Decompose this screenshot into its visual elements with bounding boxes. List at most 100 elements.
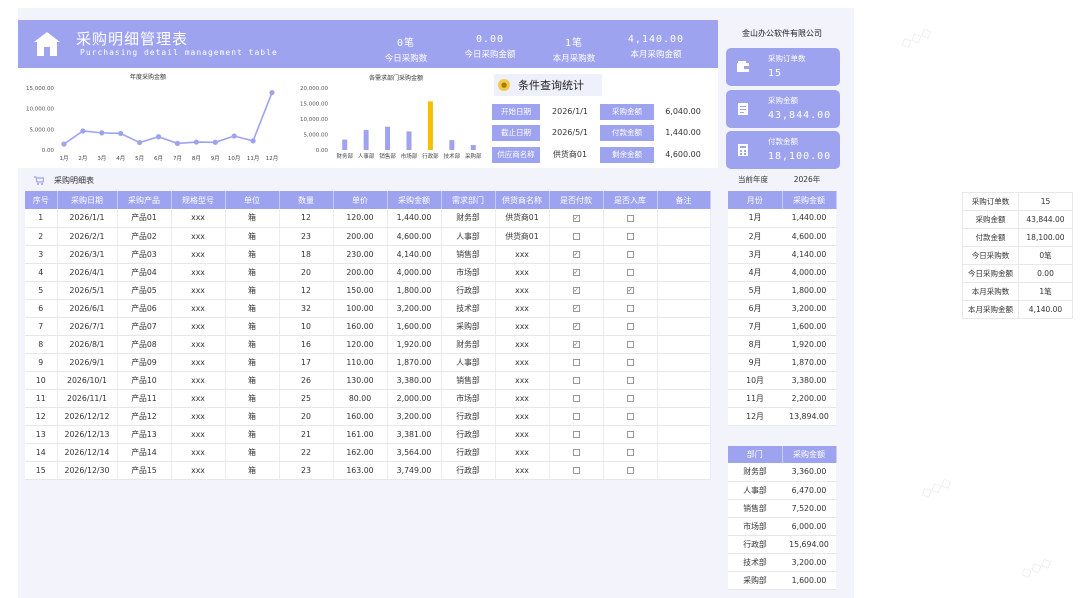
data-point[interactable] — [269, 89, 275, 96]
bar[interactable] — [363, 129, 369, 150]
unchecked-checkbox[interactable] — [626, 467, 634, 474]
unchecked-checkbox[interactable] — [626, 251, 634, 258]
unchecked-checkbox[interactable] — [626, 431, 634, 438]
table-row[interactable]: 10 2026/10/1 产品10 xxx 箱 26 130.00 3,380.00 销售部 xx… — [25, 371, 711, 390]
unchecked-checkbox[interactable] — [626, 214, 634, 222]
table-cell[interactable] — [603, 299, 658, 318]
unchecked-checkbox[interactable] — [626, 341, 634, 348]
table-row[interactable]: 13 2026/12/13 产品13 xxx 箱 21 161.00 3,381.00 行政部 x… — [25, 425, 711, 444]
unchecked-checkbox[interactable] — [572, 413, 580, 420]
checked-checkbox[interactable]: ✓ — [572, 341, 580, 348]
data-point[interactable] — [155, 134, 162, 140]
data-point[interactable] — [80, 128, 86, 134]
table-cell[interactable] — [549, 389, 604, 408]
table-row[interactable]: 9 2026/9/1 产品09 xxx 箱 17 110.00 1,870.00 人事部 xxx — [25, 353, 711, 372]
bar-chart-department[interactable]: 各需求部门采购金额 20,000.00 15,000.00 10,000.00 5,00… — [280, 68, 488, 168]
table-row[interactable]: 1 2026/1/1 产品01 xxx 箱 12 120.00 1,440.00 财务部 供货商0… — [25, 209, 711, 228]
data-point[interactable] — [212, 139, 218, 145]
table-cell[interactable]: ✓ — [549, 263, 604, 282]
checked-checkbox[interactable]: ✓ — [626, 287, 634, 294]
query-value-end-date[interactable]: 2026/5/1 — [552, 128, 588, 137]
table-row[interactable]: 4 2026/4/1 产品04 xxx 箱 20 200.00 4,000.00 市场部 xxx ✓ — [25, 263, 711, 282]
unchecked-checkbox[interactable] — [626, 377, 634, 384]
table-cell[interactable] — [603, 407, 658, 426]
unchecked-checkbox[interactable] — [572, 233, 580, 240]
table-cell[interactable] — [603, 425, 658, 444]
checked-checkbox[interactable]: ✓ — [572, 214, 580, 222]
table-row[interactable]: 14 2026/12/14 产品14 xxx 箱 22 162.00 3,564.00 行政部 x… — [25, 443, 711, 462]
unchecked-checkbox[interactable] — [626, 413, 634, 420]
unchecked-checkbox[interactable] — [626, 305, 634, 312]
unchecked-checkbox[interactable] — [626, 233, 634, 240]
table-row[interactable]: 15 2026/12/30 产品15 xxx 箱 23 163.00 3,749.00 行政部 x… — [25, 461, 711, 480]
table-cell[interactable]: ✓ — [549, 281, 604, 300]
table-cell[interactable] — [603, 335, 658, 354]
data-point[interactable] — [193, 139, 199, 145]
table-cell[interactable] — [603, 371, 658, 390]
table-row[interactable]: 8 2026/8/1 产品08 xxx 箱 16 120.00 1,920.00 财务部 xxx ✓ — [25, 335, 711, 354]
bar[interactable] — [342, 139, 348, 150]
checked-checkbox[interactable]: ✓ — [572, 305, 580, 312]
data-point[interactable] — [99, 130, 105, 136]
table-cell[interactable]: ✓ — [549, 209, 604, 228]
table-cell[interactable] — [549, 227, 604, 246]
table-row[interactable]: 5 2026/5/1 产品05 xxx 箱 12 150.00 1,800.00 行政部 xxx ✓… — [25, 281, 711, 300]
table-row[interactable]: 11 2026/11/1 产品11 xxx 箱 25 80.00 2,000.00 市场部 xxx — [25, 389, 711, 408]
table-cell[interactable] — [549, 371, 604, 390]
table-cell[interactable]: ✓ — [549, 245, 604, 264]
table-cell[interactable] — [549, 443, 604, 462]
line-chart-annual[interactable]: 年度采购金额 15,000.00 10,000.00 5,000.00 0.00 1月 2月… — [18, 68, 280, 168]
data-point[interactable] — [174, 140, 181, 146]
unchecked-checkbox[interactable] — [626, 269, 634, 276]
data-point[interactable] — [250, 138, 256, 144]
unchecked-checkbox[interactable] — [572, 431, 580, 438]
table-cell[interactable] — [603, 317, 658, 336]
table-cell[interactable] — [549, 461, 604, 480]
table-cell[interactable]: ✓ — [549, 335, 604, 354]
table-cell[interactable] — [603, 443, 658, 462]
unchecked-checkbox[interactable] — [572, 449, 580, 456]
unchecked-checkbox[interactable] — [572, 467, 580, 474]
data-point[interactable] — [61, 141, 67, 147]
table-cell[interactable] — [603, 389, 658, 408]
table-cell[interactable] — [549, 407, 604, 426]
query-value-supplier[interactable]: 供货商01 — [552, 150, 588, 159]
data-point[interactable] — [118, 130, 124, 137]
bar[interactable] — [449, 140, 455, 150]
checked-checkbox[interactable]: ✓ — [572, 323, 580, 330]
unchecked-checkbox[interactable] — [572, 359, 580, 366]
table-cell[interactable]: ✓ — [549, 299, 604, 318]
table-row[interactable]: 12 2026/12/12 产品12 xxx 箱 20 160.00 3,200.00 行政部 x… — [25, 407, 711, 426]
unchecked-checkbox[interactable] — [626, 449, 634, 456]
bar[interactable] — [385, 126, 391, 150]
unchecked-checkbox[interactable] — [626, 395, 634, 402]
data-point[interactable] — [137, 139, 143, 146]
table-cell[interactable] — [603, 227, 658, 246]
table-row[interactable]: 2 2026/2/1 产品02 xxx 箱 23 200.00 4,600.00 人事部 供货商0… — [25, 227, 711, 246]
year-value[interactable]: 2026年 — [793, 175, 821, 184]
table-cell[interactable] — [603, 461, 658, 480]
bar[interactable] — [406, 131, 412, 150]
table-cell[interactable] — [603, 209, 658, 228]
table-cell[interactable] — [603, 245, 658, 264]
checked-checkbox[interactable]: ✓ — [572, 287, 580, 294]
bar[interactable] — [470, 145, 476, 150]
unchecked-checkbox[interactable] — [626, 323, 634, 330]
table-cell[interactable] — [549, 425, 604, 444]
table-row[interactable]: 3 2026/3/1 产品03 xxx 箱 18 230.00 4,140.00 销售部 xxx ✓ — [25, 245, 711, 264]
unchecked-checkbox[interactable] — [626, 359, 634, 366]
table-cell[interactable]: ✓ — [603, 281, 658, 300]
checked-checkbox[interactable]: ✓ — [572, 269, 580, 276]
checked-checkbox[interactable]: ✓ — [572, 251, 580, 258]
data-point[interactable] — [231, 133, 237, 139]
bar[interactable] — [427, 101, 433, 150]
table-cell[interactable] — [603, 263, 658, 282]
table-row[interactable]: 7 2026/7/1 产品07 xxx 箱 10 160.00 1,600.00 采购部 xxx ✓ — [25, 317, 711, 336]
table-cell[interactable]: ✓ — [549, 317, 604, 336]
table-row[interactable]: 6 2026/6/1 产品06 xxx 箱 32 100.00 3,200.00 技术部 xxx ✓ — [25, 299, 711, 318]
unchecked-checkbox[interactable] — [572, 395, 580, 402]
table-cell[interactable] — [603, 353, 658, 372]
query-value-start-date[interactable]: 2026/1/1 — [552, 107, 588, 116]
table-cell[interactable] — [549, 353, 604, 372]
unchecked-checkbox[interactable] — [572, 377, 580, 384]
